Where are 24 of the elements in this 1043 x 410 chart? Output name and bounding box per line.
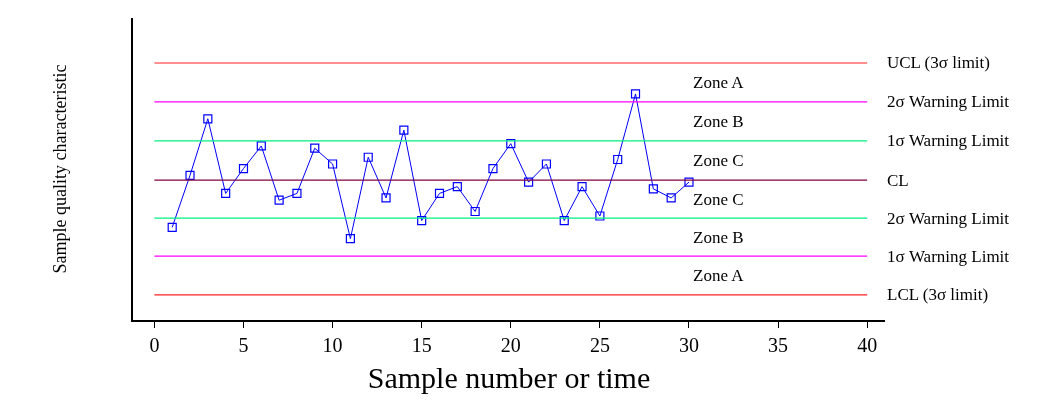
ref-line-label: 2σ Warning Limit: [887, 92, 1010, 111]
x-tick-label: 40: [857, 333, 878, 356]
x-tick-label: 20: [500, 333, 521, 356]
ref-line-label: CL: [887, 171, 909, 190]
x-tick-label: 30: [678, 333, 699, 356]
x-tick-label: 5: [238, 333, 249, 356]
annotation: Zone B: [693, 112, 744, 131]
ref-line-label: 1σ Warning Limit: [887, 131, 1010, 150]
ref-line-label: 1σ Warning Limit: [887, 247, 1010, 266]
ref-line-label: LCL (3σ limit): [887, 285, 989, 304]
annotation: Zone B: [693, 228, 744, 247]
text: Zone A: [693, 73, 745, 92]
x-tick-label: 35: [768, 333, 789, 356]
ref-line-label: 2σ Warning Limit: [887, 209, 1010, 228]
x-tick-label: 15: [411, 333, 432, 356]
x-tick-label: 0: [149, 333, 160, 356]
y-axis-title: Sample quality characteristic: [49, 64, 70, 274]
x-tick-label: 10: [322, 333, 343, 356]
ref-line-label: UCL (3σ limit): [887, 53, 990, 72]
x-tick-label: 25: [589, 333, 610, 356]
annotation: Zone C: [693, 151, 744, 170]
annotation: Zone A: [693, 266, 745, 285]
x-axis-title: Sample number or time: [367, 360, 651, 394]
annotation: Zone C: [693, 190, 744, 209]
